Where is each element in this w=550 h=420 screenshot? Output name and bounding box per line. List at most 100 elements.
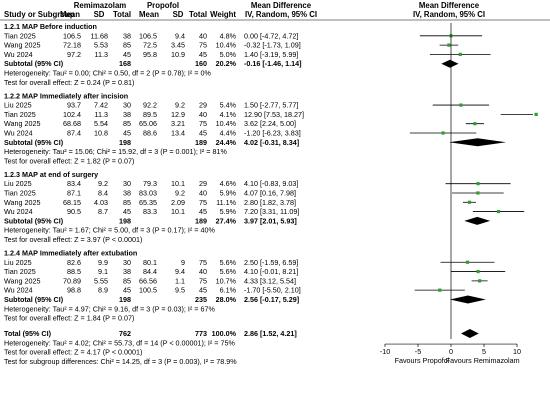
mean-propofol: 92.2	[143, 101, 157, 110]
mean-remimazolam: 98.8	[67, 286, 81, 295]
sd-remimazolam: 9.2	[98, 179, 108, 188]
sd-remimazolam: 10.8	[94, 128, 108, 137]
sd-propofol: 3.45	[171, 41, 185, 50]
study-ci: 4.07 [0.16, 7.98]	[244, 188, 296, 197]
subtotal-ci: 3.97 [2.01, 5.93]	[244, 216, 297, 225]
study-weight: 6.1%	[220, 286, 237, 295]
total-propofol: 75	[199, 198, 207, 207]
subgroup-title: 1.2.1 MAP Before induction	[4, 22, 97, 31]
total-remimazolam: 45	[123, 50, 131, 59]
subgroup-title: 1.2.4 MAP Immediately after extubation	[4, 248, 137, 257]
mean-propofol: 89.5	[143, 110, 157, 119]
study-point	[476, 191, 480, 195]
study-weight: 10.4%	[216, 119, 237, 128]
mean-remimazolam: 97.2	[67, 50, 81, 59]
subtotal-ci: 2.56 [-0.17, 5.29]	[244, 295, 299, 304]
subtotal-propofol: 189	[195, 216, 207, 225]
total-remimazolam: 45	[123, 207, 131, 216]
subtotal-weight: 24.4%	[216, 138, 237, 147]
subtotal-propofol: 189	[195, 138, 207, 147]
total-remimazolam: 38	[123, 267, 131, 276]
study-name: Tian 2025	[4, 31, 36, 40]
study-name: Wu 2024	[4, 128, 33, 137]
study-ci: 2.80 [1.82, 3.78]	[244, 198, 296, 207]
study-weight: 5.6%	[220, 258, 237, 267]
study-name: Tian 2025	[4, 267, 36, 276]
study-name: Liu 2025	[4, 101, 32, 110]
study-ci: 4.10 [-0.83, 9.03]	[244, 179, 298, 188]
overall-effect-text: Test for overall effect: Z = 1.84 (P = 0…	[4, 314, 134, 323]
sd-propofol: 9	[181, 258, 185, 267]
overall-effect-text: Test for overall effect: Z = 0.24 (P = 0…	[4, 78, 134, 87]
study-ci: 12.90 [7.53, 18.27]	[244, 110, 304, 119]
total-propofol: 40	[199, 188, 207, 197]
subgroup-title: 1.2.3 MAP at end of surgery	[4, 170, 98, 179]
subtotal-remimazolam: 198	[119, 216, 131, 225]
total-remimazolam: 38	[123, 110, 131, 119]
mean-propofol: 72.5	[143, 41, 157, 50]
study-name: Wu 2024	[4, 207, 33, 216]
mean-propofol: 66.56	[139, 276, 157, 285]
mean-remimazolam: 72.18	[63, 41, 81, 50]
study-point	[476, 182, 480, 186]
total-remimazolam: 30	[123, 179, 131, 188]
study-weight: 4.8%	[220, 31, 237, 40]
subtotal-diamond	[449, 295, 486, 304]
study-ci: 0.00 [-4.72, 4.72]	[244, 31, 298, 40]
total-ci: 2.86 [1.52, 4.21]	[244, 329, 297, 338]
mean-propofol: 88.6	[143, 128, 157, 137]
mean-propofol: 100.5	[139, 286, 157, 295]
study-weight: 5.0%	[220, 50, 237, 59]
mean-propofol: 79.3	[143, 179, 157, 188]
subtotal-weight: 28.0%	[216, 295, 237, 304]
header-mean2: Mean	[139, 10, 159, 19]
study-ci: -0.32 [-1.73, 1.09]	[244, 41, 301, 50]
sd-propofol: 10.1	[171, 207, 185, 216]
sd-remimazolam: 7.42	[94, 101, 108, 110]
header-total1: Total	[113, 10, 131, 19]
x-tick-label: -10	[380, 347, 390, 356]
mean-remimazolam: 68.68	[63, 119, 81, 128]
header-group1: Remimazolam	[74, 1, 126, 10]
mean-propofol: 65.06	[139, 119, 157, 128]
study-weight: 4.1%	[220, 110, 237, 119]
study-point	[496, 209, 501, 214]
mean-remimazolam: 102.4	[63, 110, 81, 119]
total-propofol: 40	[199, 267, 207, 276]
study-weight: 5.9%	[220, 188, 237, 197]
total-propofol: 45	[199, 207, 207, 216]
total-remimazolam: 45	[123, 128, 131, 137]
study-point	[473, 122, 477, 126]
header-total2: Total	[189, 10, 207, 19]
sd-remimazolam: 8.7	[98, 207, 108, 216]
total-n-propofol: 773	[195, 329, 207, 338]
sd-propofol: 9.2	[175, 101, 185, 110]
x-tick-label: 10	[513, 347, 521, 356]
total-remimazolam: 45	[123, 286, 131, 295]
total-remimazolam: 85	[123, 41, 131, 50]
study-weight: 5.4%	[220, 101, 237, 110]
mean-remimazolam: 87.1	[67, 188, 81, 197]
heterogeneity-text: Heterogeneity: Tau² = 0.00; Chi² = 0.50,…	[4, 69, 212, 78]
footer-text: Heterogeneity: Tau² = 4.02; Chi² = 55.73…	[4, 338, 235, 347]
overall-effect-text: Test for overall effect: Z = 1.82 (P = 0…	[4, 156, 134, 165]
footer-text: Test for subgroup differences: Chi² = 14…	[4, 357, 237, 366]
total-propofol: 40	[199, 110, 207, 119]
total-label: Total (95% CI)	[4, 329, 52, 338]
mean-remimazolam: 88.5	[67, 267, 81, 276]
mean-remimazolam: 83.4	[67, 179, 81, 188]
study-ci: 4.10 [-0.01, 8.21]	[244, 267, 298, 276]
subtotal-label: Subtotal (95% CI)	[4, 59, 64, 68]
header-mean1: Mean	[60, 10, 80, 19]
subtotal-diamond	[448, 138, 507, 147]
sd-remimazolam: 11.3	[95, 110, 108, 119]
subtotal-label: Subtotal (95% CI)	[4, 138, 64, 147]
header-study: Study or Subgroup	[4, 10, 75, 19]
subtotal-remimazolam: 168	[119, 59, 131, 68]
total-propofol: 75	[199, 41, 207, 50]
total-propofol: 45	[199, 286, 207, 295]
study-name: Tian 2025	[4, 110, 36, 119]
sd-propofol: 9.5	[175, 286, 185, 295]
study-point	[477, 279, 482, 283]
